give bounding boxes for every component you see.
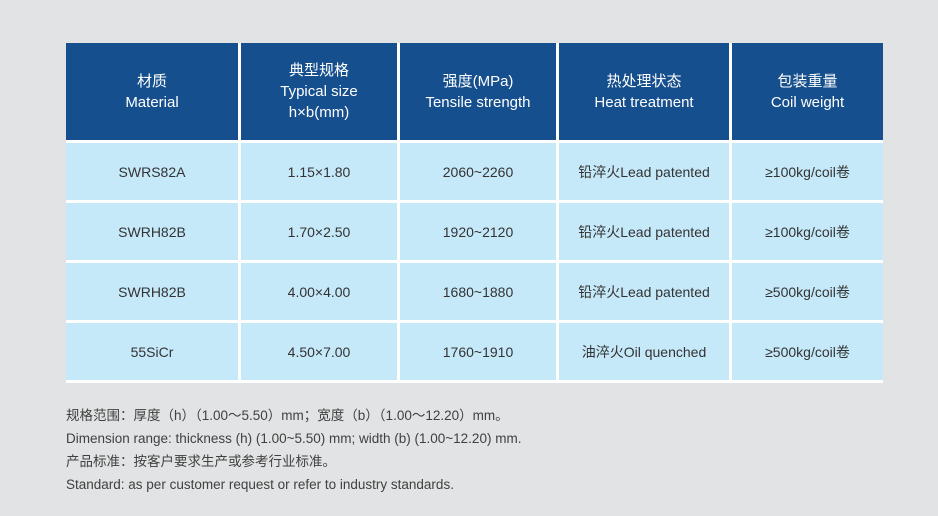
- cell-coil-weight: ≥500kg/coil卷: [732, 323, 883, 380]
- note-dimension-range-en: Dimension range: thickness (h) (1.00~5.5…: [66, 431, 522, 446]
- cell-heat-treatment: 铅淬火Lead patented: [559, 143, 729, 200]
- cell-material: SWRS82A: [66, 143, 238, 200]
- cell-typical-size: 4.00×4.00: [241, 263, 397, 320]
- cell-material: SWRH82B: [66, 263, 238, 320]
- cell-heat-treatment: 铅淬火Lead patented: [559, 203, 729, 260]
- cell-coil-weight: ≥500kg/coil卷: [732, 263, 883, 320]
- col-header-material: 材质 Material: [66, 43, 238, 140]
- note-standard-en: Standard: as per customer request or ref…: [66, 477, 454, 492]
- cell-coil-weight: ≥100kg/coil卷: [732, 203, 883, 260]
- cell-material: SWRH82B: [66, 203, 238, 260]
- cell-typical-size: 1.70×2.50: [241, 203, 397, 260]
- col-header-coil-weight: 包装重量 Coil weight: [732, 43, 883, 140]
- cell-tensile-strength: 2060~2260: [400, 143, 556, 200]
- col-header-typical-size: 典型规格 Typical size h×b(mm): [241, 43, 397, 140]
- cell-heat-treatment: 铅淬火Lead patented: [559, 263, 729, 320]
- cell-tensile-strength: 1760~1910: [400, 323, 556, 380]
- cell-heat-treatment: 油淬火Oil quenched: [559, 323, 729, 380]
- cell-typical-size: 1.15×1.80: [241, 143, 397, 200]
- note-standard-cn: 产品标准：按客户要求生产或参考行业标准。: [66, 454, 336, 469]
- notes-block: 规格范围：厚度（h）（1.00～5.50）mm；宽度（b）（1.00～12.20…: [66, 404, 521, 496]
- cell-tensile-strength: 1680~1880: [400, 263, 556, 320]
- cell-coil-weight: ≥100kg/coil卷: [732, 143, 883, 200]
- col-header-heat-treatment: 热处理状态 Heat treatment: [559, 43, 729, 140]
- note-dimension-range-cn: 规格范围：厚度（h）（1.00～5.50）mm；宽度（b）（1.00～12.20…: [66, 408, 509, 423]
- cell-tensile-strength: 1920~2120: [400, 203, 556, 260]
- cell-material: 55SiCr: [66, 323, 238, 380]
- spec-table: 材质 Material 典型规格 Typical size h×b(mm) 强度…: [66, 43, 883, 383]
- cell-typical-size: 4.50×7.00: [241, 323, 397, 380]
- col-header-tensile-strength: 强度(MPa) Tensile strength: [400, 43, 556, 140]
